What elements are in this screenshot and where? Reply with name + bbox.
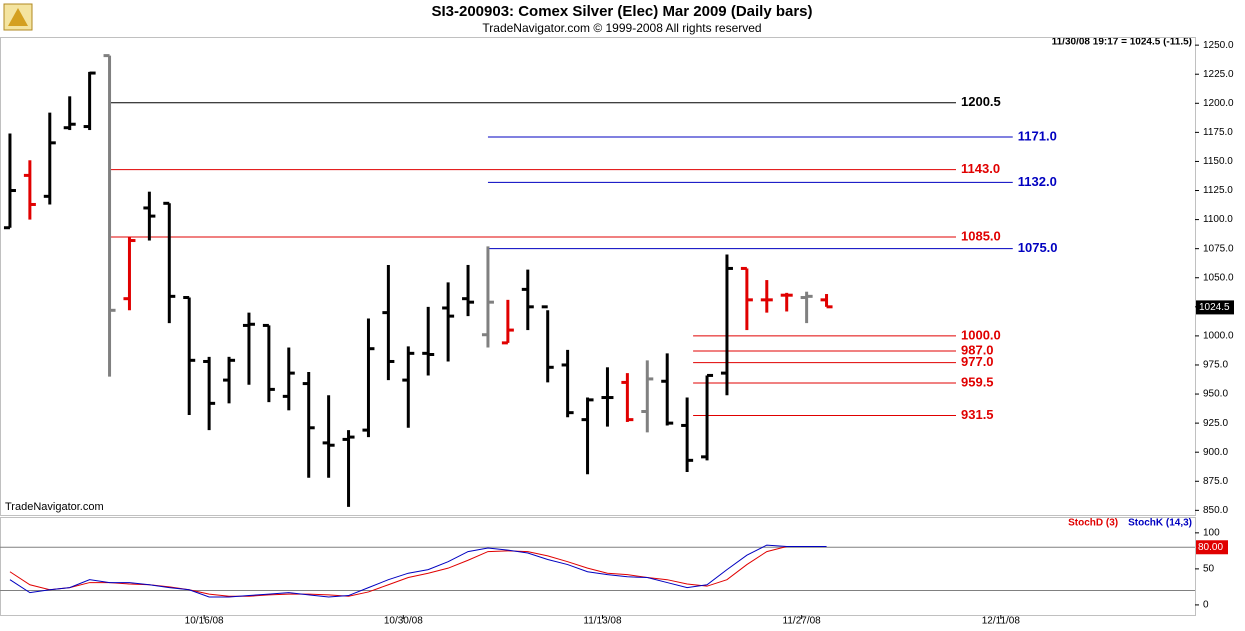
- y-tick-label: 50: [1203, 564, 1215, 575]
- y-tick-label: 900.0: [1203, 447, 1228, 458]
- level-label: 1143.0: [961, 161, 1000, 176]
- last-price-box: [1196, 300, 1234, 315]
- y-tick-label: 0: [1203, 600, 1209, 611]
- x-tick-label: 12/11/08: [982, 616, 1021, 627]
- level-label: 1171.0: [1018, 128, 1057, 143]
- x-tick-label: 11/27/08: [783, 616, 822, 627]
- y-tick-label: 850.0: [1203, 505, 1228, 516]
- x-tick-label: 10/16/08: [185, 616, 224, 627]
- price-panel: [0, 37, 1196, 516]
- level-label: 1200.5: [961, 94, 1001, 109]
- y-tick-label: 1250.0: [1203, 40, 1234, 51]
- stoch-panel: [0, 517, 1196, 616]
- y-tick-label: 1075.0: [1203, 243, 1234, 254]
- watermark: TradeNavigator.com: [5, 501, 104, 513]
- y-tick-label: 975.0: [1203, 360, 1228, 371]
- legend-entry: StochD (3): [1068, 518, 1118, 529]
- y-tick-label: 100: [1203, 527, 1220, 538]
- level-label: 931.5: [961, 407, 994, 422]
- status: 11/30/08 19:17 = 1024.5 (-11.5): [1052, 37, 1192, 48]
- level-box-label: 80.00: [1198, 542, 1223, 553]
- level-label: 987.0: [961, 342, 994, 357]
- level-box: [1196, 540, 1228, 555]
- y-tick-label: 1050.0: [1203, 272, 1234, 283]
- y-tick-label: 1150.0: [1203, 156, 1233, 167]
- logo: [3, 3, 33, 31]
- y-tick-label: 1125.0: [1203, 185, 1233, 196]
- y-tick-label: 1225.0: [1203, 69, 1234, 80]
- level-label: 1000.0: [961, 327, 1001, 342]
- y-tick-label: 925.0: [1203, 418, 1228, 429]
- level-label: 977.0: [961, 354, 994, 369]
- level-label: 959.5: [961, 374, 994, 389]
- y-tick-label: 1000.0: [1203, 331, 1234, 342]
- level-label: 1075.0: [1018, 240, 1058, 255]
- y-tick-label: 1175.0: [1203, 127, 1233, 138]
- legend-entry: StochK (14,3): [1128, 518, 1192, 529]
- y-tick-label: 875.0: [1203, 476, 1228, 487]
- y-tick-label: 950.0: [1203, 389, 1228, 400]
- x-tick-label: 11/13/08: [583, 616, 622, 627]
- chart-title: SI3-200903: Comex Silver (Elec) Mar 2009…: [431, 3, 812, 20]
- stoch-line: [9, 544, 827, 598]
- level-label: 1085.0: [961, 228, 1001, 243]
- last-price-label: 1024.5: [1199, 302, 1230, 313]
- y-tick-label: 1200.0: [1203, 98, 1234, 109]
- x-tick-label: 10/30/08: [384, 616, 423, 627]
- subtitle: TradeNavigator.com © 1999-2008 All right…: [482, 21, 761, 35]
- y-tick-label: 1100.0: [1203, 214, 1233, 225]
- level-label: 1132.0: [1018, 174, 1057, 189]
